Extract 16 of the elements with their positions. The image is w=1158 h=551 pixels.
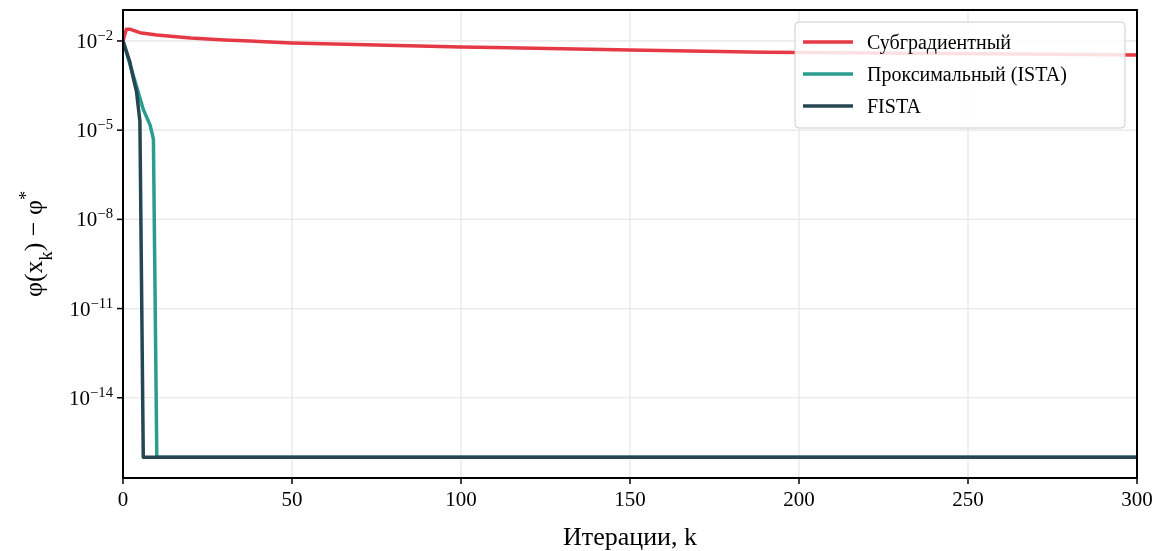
x-tick-label: 250 bbox=[952, 487, 984, 511]
x-axis-title: Итерации, k bbox=[563, 522, 697, 551]
x-tick-label: 300 bbox=[1121, 487, 1153, 511]
y-tick-label: 10$^{−8}$ bbox=[76, 205, 113, 232]
x-tick-label: 100 bbox=[445, 487, 477, 511]
legend-label: FISTA bbox=[867, 95, 922, 117]
legend-label: Проксимальный (ISTA) bbox=[867, 63, 1067, 86]
legend-label: Субградиентный bbox=[867, 31, 1012, 54]
x-tick-label: 150 bbox=[614, 487, 646, 511]
x-tick-label: 50 bbox=[281, 487, 303, 511]
y-tick-label: 10$^{−2}$ bbox=[76, 26, 113, 53]
x-tick-label: 200 bbox=[783, 487, 815, 511]
x-tick-label: 0 bbox=[117, 487, 129, 511]
y-tick-label: 10$^{−5}$ bbox=[76, 116, 113, 143]
y-tick-label: 10$^{−14}$ bbox=[69, 383, 114, 410]
y-tick-label: 10$^{−11}$ bbox=[69, 294, 113, 321]
